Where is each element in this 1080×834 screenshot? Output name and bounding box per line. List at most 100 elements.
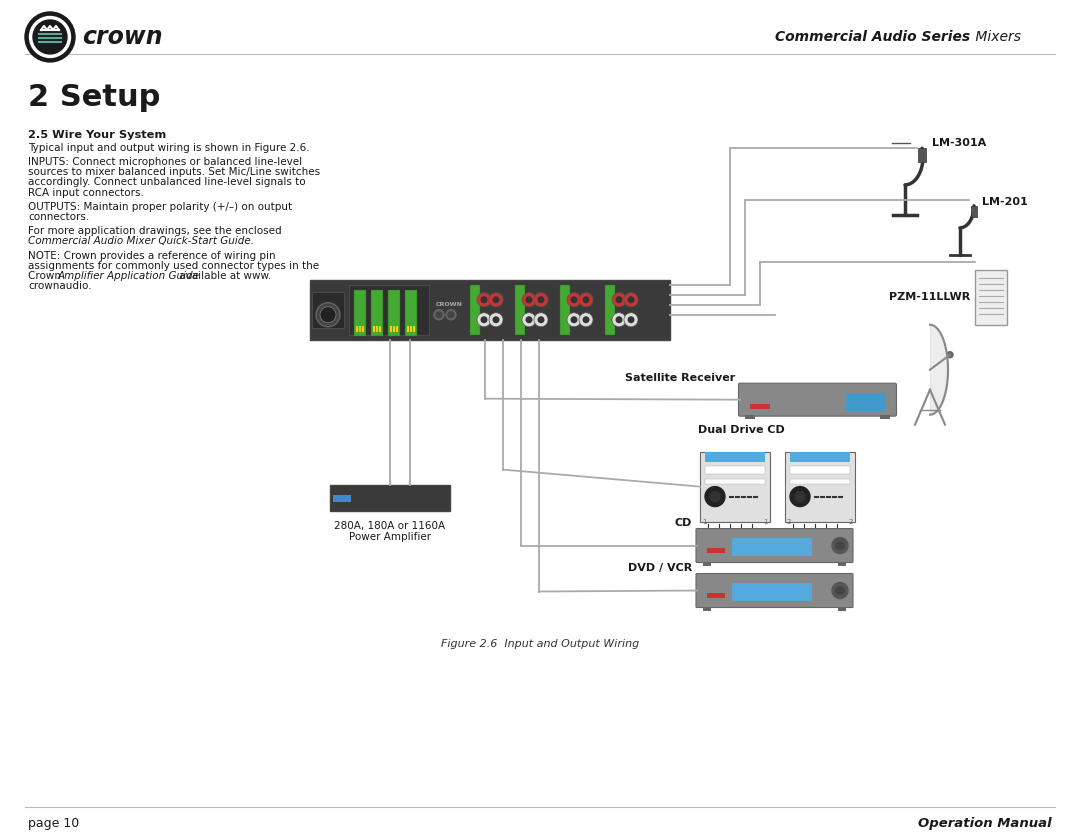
Circle shape (526, 296, 532, 304)
Circle shape (832, 582, 848, 599)
Bar (310, 279, 670, 339)
Bar (700, 452, 770, 521)
Text: 2: 2 (787, 519, 792, 525)
Circle shape (481, 316, 487, 324)
Circle shape (434, 309, 444, 319)
Text: 1: 1 (764, 519, 768, 525)
Circle shape (436, 312, 442, 318)
Circle shape (489, 293, 503, 307)
Text: Commercial Audio Mixer Quick-Start Guide.: Commercial Audio Mixer Quick-Start Guide… (28, 236, 254, 246)
Bar (789, 479, 850, 484)
Bar (918, 148, 927, 163)
Circle shape (570, 316, 578, 324)
Text: assignments for commonly used connector types in the: assignments for commonly used connector … (28, 261, 319, 271)
Text: Crown: Crown (28, 271, 64, 281)
Bar (838, 561, 846, 565)
Circle shape (612, 313, 626, 327)
Circle shape (624, 313, 638, 327)
Bar (405, 289, 417, 336)
Text: Figure 2.6  Input and Output Wiring: Figure 2.6 Input and Output Wiring (441, 640, 639, 650)
Ellipse shape (25, 12, 75, 62)
Bar (390, 326, 392, 332)
Bar (605, 284, 615, 334)
Circle shape (567, 293, 581, 307)
Text: 280A, 180A or 1160A
Power Amplifier: 280A, 180A or 1160A Power Amplifier (335, 520, 446, 542)
Bar (745, 414, 755, 419)
Bar (356, 326, 357, 332)
Bar (732, 538, 812, 555)
Circle shape (534, 313, 548, 327)
Text: CD: CD (675, 518, 692, 528)
Text: Commercial Audio Series: Commercial Audio Series (774, 30, 970, 44)
Text: crownaudio.: crownaudio. (28, 281, 92, 291)
Text: OUTPUTS: Maintain proper polarity (+/–) on output: OUTPUTS: Maintain proper polarity (+/–) … (28, 202, 292, 212)
Circle shape (446, 309, 456, 319)
Circle shape (627, 316, 635, 324)
Ellipse shape (33, 20, 67, 54)
Bar (705, 465, 765, 474)
Bar (376, 326, 378, 332)
Text: NOTE: Crown provides a reference of wiring pin: NOTE: Crown provides a reference of wiri… (28, 250, 275, 260)
Bar (372, 289, 383, 336)
Circle shape (570, 296, 578, 304)
Text: Mixers: Mixers (971, 30, 1021, 44)
Circle shape (582, 296, 590, 304)
Bar (379, 326, 381, 332)
Circle shape (320, 307, 336, 323)
Circle shape (477, 293, 491, 307)
Bar (373, 326, 375, 332)
Circle shape (579, 293, 593, 307)
Circle shape (522, 313, 536, 327)
Bar (785, 452, 855, 521)
Circle shape (492, 316, 499, 324)
Text: connectors.: connectors. (28, 212, 90, 222)
Bar (396, 326, 399, 332)
Bar (838, 606, 846, 610)
Bar (750, 404, 770, 409)
Circle shape (316, 303, 340, 327)
Circle shape (616, 316, 622, 324)
Circle shape (489, 313, 503, 327)
Text: For more application drawings, see the enclosed: For more application drawings, see the e… (28, 226, 282, 236)
Text: INPUTS: Connect microphones or balanced line-level: INPUTS: Connect microphones or balanced … (28, 157, 302, 167)
Bar (470, 284, 480, 334)
Circle shape (522, 293, 536, 307)
Bar (413, 326, 415, 332)
Bar (705, 479, 765, 484)
Circle shape (538, 316, 544, 324)
Circle shape (534, 293, 548, 307)
Circle shape (616, 296, 622, 304)
Bar (312, 292, 345, 328)
Circle shape (477, 313, 491, 327)
Text: LM-301A: LM-301A (932, 138, 986, 148)
Bar (407, 326, 409, 332)
Bar (410, 326, 411, 332)
Text: page 10: page 10 (28, 817, 79, 831)
Circle shape (627, 296, 635, 304)
Circle shape (492, 296, 499, 304)
Bar (971, 206, 977, 217)
Circle shape (832, 538, 848, 554)
Bar (362, 326, 364, 332)
Circle shape (789, 486, 810, 506)
Circle shape (705, 486, 725, 506)
Circle shape (582, 316, 590, 324)
Circle shape (947, 352, 953, 358)
Text: Dual Drive CD: Dual Drive CD (698, 425, 785, 435)
Circle shape (481, 296, 487, 304)
FancyBboxPatch shape (696, 574, 853, 607)
Circle shape (836, 586, 843, 595)
Text: sources to mixer balanced inputs. Set Mic/Line switches: sources to mixer balanced inputs. Set Mi… (28, 168, 320, 178)
Text: Typical input and output wiring is shown in Figure 2.6.: Typical input and output wiring is shown… (28, 143, 310, 153)
Circle shape (526, 316, 532, 324)
Circle shape (836, 541, 843, 550)
Text: Operation Manual: Operation Manual (918, 817, 1052, 831)
Text: accordingly. Connect unbalanced line-level signals to: accordingly. Connect unbalanced line-lev… (28, 178, 306, 188)
Text: 1: 1 (702, 519, 706, 525)
Bar (349, 284, 429, 334)
Text: 2 Setup: 2 Setup (28, 83, 160, 112)
Bar (789, 465, 850, 474)
Text: 2.5 Wire Your System: 2.5 Wire Your System (28, 130, 166, 140)
Bar (705, 452, 765, 462)
Bar (393, 326, 395, 332)
